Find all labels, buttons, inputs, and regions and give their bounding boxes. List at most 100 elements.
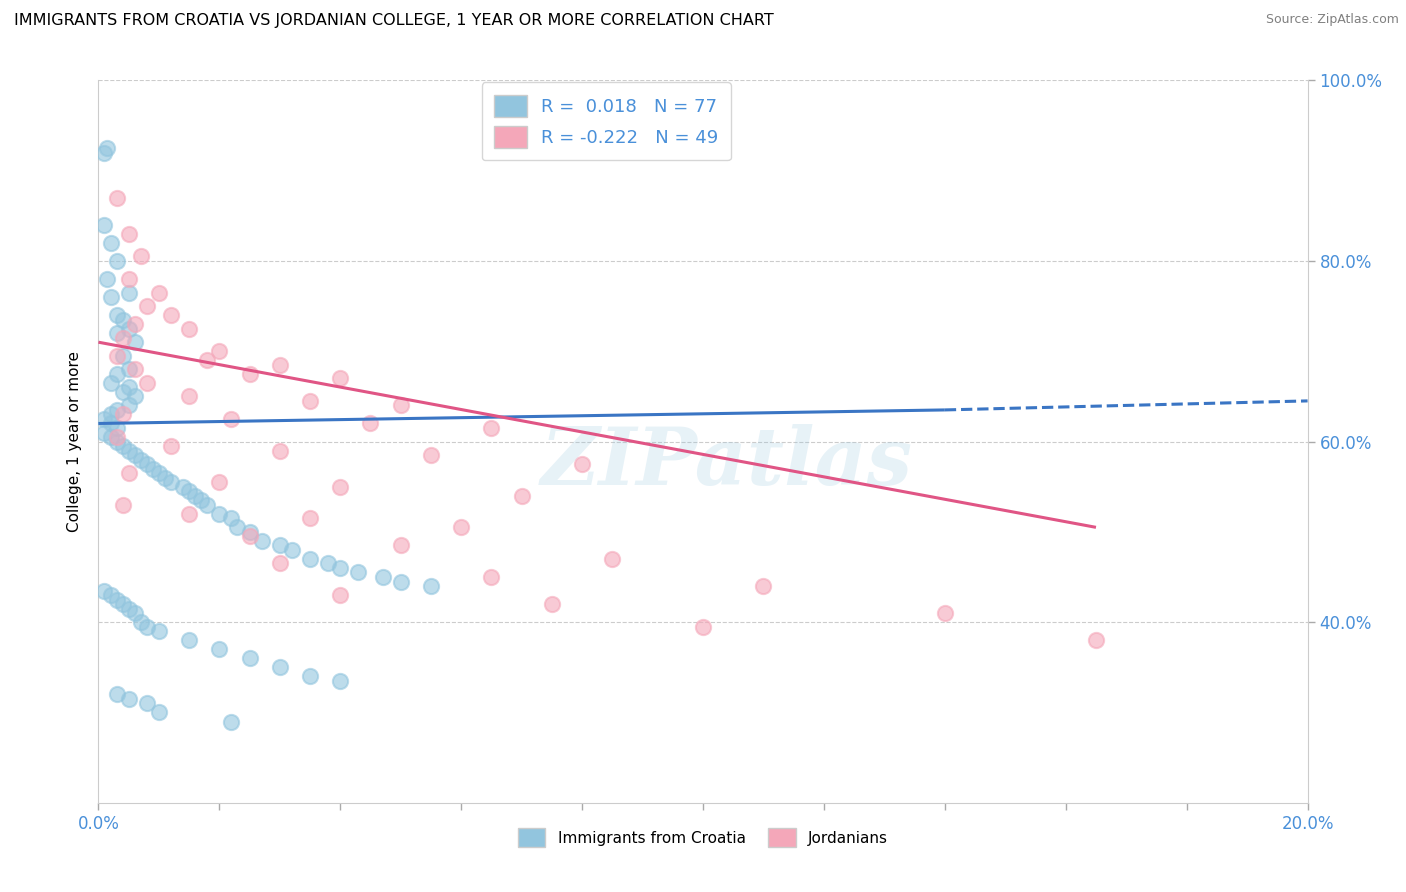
Point xyxy=(329,673,352,688)
Point xyxy=(105,430,128,444)
Point xyxy=(389,398,412,412)
Point xyxy=(105,403,128,417)
Point xyxy=(93,218,115,232)
Point xyxy=(135,376,157,390)
Point xyxy=(208,344,231,359)
Point xyxy=(135,697,157,711)
Point xyxy=(96,272,118,286)
Point xyxy=(135,620,157,634)
Point xyxy=(450,520,472,534)
Y-axis label: College, 1 year or more: College, 1 year or more xyxy=(67,351,83,532)
Point xyxy=(148,624,170,639)
Point xyxy=(208,642,231,657)
Point xyxy=(105,687,128,701)
Point xyxy=(100,430,122,444)
Point xyxy=(239,529,262,543)
Point xyxy=(105,592,128,607)
Point xyxy=(239,651,262,665)
Point xyxy=(135,299,157,313)
Point xyxy=(100,588,122,602)
Point xyxy=(299,393,322,408)
Point xyxy=(129,249,152,263)
Point xyxy=(111,408,134,422)
Point xyxy=(118,227,141,241)
Point xyxy=(135,457,157,471)
Point xyxy=(118,272,141,286)
Point xyxy=(93,425,115,440)
Point xyxy=(329,480,352,494)
Point xyxy=(571,457,593,471)
Point xyxy=(111,331,134,345)
Point xyxy=(1085,633,1108,648)
Point xyxy=(389,538,412,552)
Point xyxy=(111,349,134,363)
Point xyxy=(100,235,122,250)
Point xyxy=(105,349,128,363)
Point xyxy=(111,312,134,326)
Point xyxy=(179,507,201,521)
Point xyxy=(481,421,503,435)
Point xyxy=(208,475,231,490)
Point xyxy=(195,498,218,512)
Point xyxy=(510,489,533,503)
Point xyxy=(124,362,146,376)
Point xyxy=(602,552,624,566)
Point xyxy=(160,439,183,453)
Point xyxy=(118,362,141,376)
Point xyxy=(481,570,503,584)
Point xyxy=(269,443,291,458)
Point xyxy=(142,461,165,475)
Point xyxy=(129,615,152,630)
Point xyxy=(269,660,291,674)
Point xyxy=(420,579,443,593)
Point xyxy=(208,507,231,521)
Point xyxy=(226,520,249,534)
Point xyxy=(111,439,134,453)
Point xyxy=(179,321,201,335)
Point xyxy=(371,570,394,584)
Point xyxy=(239,524,262,539)
Point xyxy=(329,588,352,602)
Point xyxy=(124,389,146,403)
Point xyxy=(347,566,370,580)
Text: ZIPatlas: ZIPatlas xyxy=(541,425,914,502)
Point xyxy=(105,434,128,449)
Point xyxy=(100,376,122,390)
Point xyxy=(269,358,291,372)
Point xyxy=(281,542,304,557)
Point xyxy=(329,561,352,575)
Point xyxy=(239,367,262,381)
Point xyxy=(420,448,443,462)
Point xyxy=(540,597,562,611)
Point xyxy=(692,620,714,634)
Point xyxy=(111,498,134,512)
Point xyxy=(299,552,322,566)
Point xyxy=(118,321,141,335)
Point xyxy=(100,417,122,431)
Point xyxy=(190,493,212,508)
Text: Source: ZipAtlas.com: Source: ZipAtlas.com xyxy=(1265,13,1399,27)
Point xyxy=(124,448,146,462)
Point xyxy=(93,583,115,598)
Point xyxy=(93,412,115,426)
Point xyxy=(148,285,170,300)
Point xyxy=(752,579,775,593)
Point xyxy=(118,398,141,412)
Text: IMMIGRANTS FROM CROATIA VS JORDANIAN COLLEGE, 1 YEAR OR MORE CORRELATION CHART: IMMIGRANTS FROM CROATIA VS JORDANIAN COL… xyxy=(14,13,773,29)
Point xyxy=(111,597,134,611)
Point xyxy=(118,443,141,458)
Point xyxy=(299,669,322,683)
Point xyxy=(105,367,128,381)
Point xyxy=(160,308,183,322)
Point xyxy=(124,606,146,620)
Point xyxy=(129,452,152,467)
Point xyxy=(118,285,141,300)
Point xyxy=(105,326,128,341)
Point xyxy=(269,538,291,552)
Legend: Immigrants from Croatia, Jordanians: Immigrants from Croatia, Jordanians xyxy=(512,822,894,853)
Point xyxy=(184,489,207,503)
Point xyxy=(93,145,115,160)
Point xyxy=(299,511,322,525)
Point xyxy=(329,371,352,385)
Point xyxy=(269,557,291,571)
